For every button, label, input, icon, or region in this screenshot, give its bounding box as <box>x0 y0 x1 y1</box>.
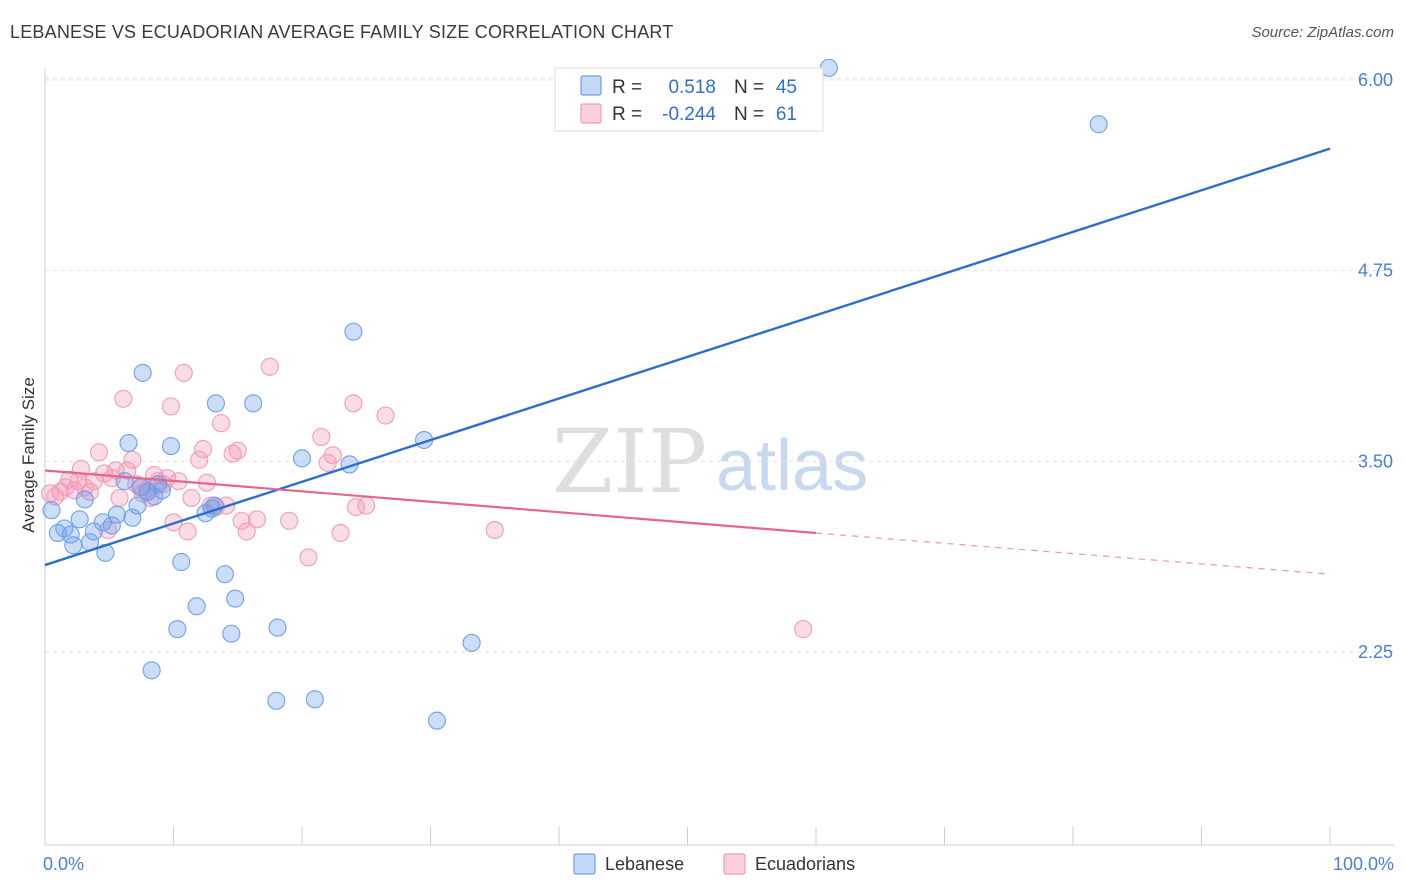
ecuadorians-point <box>247 510 267 529</box>
lebanese-point <box>133 363 152 382</box>
lebanese-point <box>1089 115 1108 134</box>
y-axis-title: Average Family Size <box>19 377 38 533</box>
lebanese-trend-line <box>44 147 1331 567</box>
gridlines <box>45 77 1394 653</box>
lebanese-point <box>115 472 134 491</box>
ecuadorians-point <box>228 441 247 460</box>
lebanese-point <box>128 496 147 515</box>
lebanese-point <box>462 633 481 652</box>
x-tick-label-min: 0.0% <box>43 854 84 874</box>
lebanese-point <box>244 394 263 413</box>
lebanese-point <box>305 690 324 709</box>
ecuadorians-point <box>114 389 133 408</box>
lebanese-point <box>70 510 89 529</box>
legend-r-label-2: R = <box>612 104 642 125</box>
trend-lines <box>44 147 1331 575</box>
ecuadorians-point <box>312 427 331 447</box>
lebanese-point <box>215 565 234 584</box>
ecuadorians-point <box>223 444 242 463</box>
ecuadorians-point <box>110 488 129 508</box>
watermark-atlas: atlas <box>716 426 868 506</box>
lebanese-point <box>226 589 245 608</box>
lebanese-point <box>427 711 447 730</box>
legend-n-value-2: 61 <box>776 104 797 125</box>
ecuadorians-point <box>331 523 350 543</box>
lebanese-points <box>42 58 1108 730</box>
ecuadorians-point <box>232 511 251 530</box>
ecuadorians-point <box>485 520 504 540</box>
bottom-legend-lebanese-swatch <box>573 853 596 875</box>
ecuadorians-point <box>190 450 209 469</box>
ecuadorians-point <box>182 488 201 508</box>
lebanese-point <box>119 433 138 453</box>
ecuadorians-point <box>123 450 142 469</box>
ecuadorians-point <box>323 446 342 465</box>
axes <box>44 68 1394 846</box>
legend-n-label-2: N = <box>734 104 764 125</box>
ecuadorians-trend-line <box>44 469 817 535</box>
legend-lebanese-swatch <box>580 75 602 96</box>
chart-title: LEBANESE VS ECUADORIAN AVERAGE FAMILY SI… <box>10 22 674 42</box>
ecuadorians-point <box>237 522 256 541</box>
lebanese-point <box>344 322 363 341</box>
legend-n-label-1: N = <box>734 77 764 98</box>
ecuadorians-point <box>89 443 109 462</box>
ecuadorians-point <box>65 481 84 500</box>
lebanese-point <box>292 449 312 468</box>
legend-ecuadorians-swatch <box>580 103 602 124</box>
y-tick-label: 2.25 <box>1358 642 1393 662</box>
ecuadorians-point <box>260 357 279 376</box>
lebanese-point <box>152 481 172 500</box>
lebanese-point <box>42 501 61 520</box>
bottom-legend-ecuadorians-swatch <box>723 853 746 875</box>
lebanese-point <box>172 552 191 572</box>
ecuadorians-point <box>84 472 103 491</box>
bottom-legend-lebanese-label: Lebanese <box>605 854 684 874</box>
ecuadorians-point <box>794 620 813 639</box>
y-tick-labels: 2.25 3.50 4.75 6.00 <box>1358 70 1393 662</box>
ecuadorians-point <box>174 363 193 382</box>
lebanese-point <box>102 516 121 535</box>
ecuadorians-point <box>357 496 376 515</box>
ecuadorians-point <box>376 406 395 425</box>
ecuadorians-point <box>211 414 231 433</box>
correlation-legend: R = 0.518 N = 45 R = -0.244 N = 61 <box>554 67 824 132</box>
lebanese-point <box>61 525 80 544</box>
legend-r-label-1: R = <box>612 77 642 98</box>
y-tick-label: 4.75 <box>1358 261 1393 281</box>
legend-r-value-2: -0.244 <box>662 104 716 125</box>
lebanese-point <box>142 661 161 680</box>
ecuadorians-point <box>280 511 299 530</box>
lebanese-point <box>64 536 83 555</box>
x-tick-label-max: 100.0% <box>1333 854 1394 874</box>
lebanese-point <box>161 436 181 456</box>
lebanese-point <box>187 597 206 616</box>
ecuadorians-point <box>178 522 197 541</box>
ecuadorians-trend-extension <box>815 532 1331 575</box>
legend-n-value-1: 45 <box>776 77 797 98</box>
lebanese-point <box>168 620 187 639</box>
ecuadorians-point <box>344 394 363 413</box>
ecuadorians-point <box>118 461 137 480</box>
lebanese-point <box>75 490 94 509</box>
lebanese-point <box>107 505 127 524</box>
ecuadorians-point <box>299 548 318 567</box>
source-label: Source: ZipAtlas.com <box>1251 24 1394 41</box>
y-tick-label: 3.50 <box>1358 451 1393 471</box>
ecuadorians-point <box>60 470 79 489</box>
ecuadorians-point <box>161 397 181 416</box>
series-legend: Lebanese Ecuadorians <box>573 853 855 875</box>
lebanese-point <box>206 394 226 413</box>
y-tick-label: 6.00 <box>1358 70 1393 90</box>
lebanese-point <box>267 691 286 710</box>
bottom-legend-ecuadorians-label: Ecuadorians <box>755 854 855 874</box>
ecuadorians-point <box>193 440 213 459</box>
legend-r-value-1: 0.518 <box>668 77 716 98</box>
lebanese-point <box>268 618 287 637</box>
lebanese-point <box>222 624 241 643</box>
